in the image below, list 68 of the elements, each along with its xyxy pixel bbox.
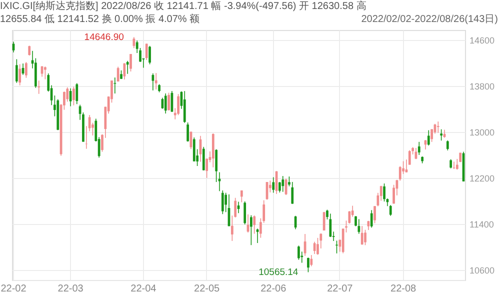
candlestick bbox=[298, 245, 300, 260]
y-tick-label: 11400 bbox=[470, 220, 494, 230]
x-tick-label: 22-07 bbox=[327, 284, 354, 293]
candlestick bbox=[291, 182, 294, 204]
x-tick-label: 22-05 bbox=[194, 284, 220, 293]
candlestick bbox=[15, 58, 18, 84]
candlestick bbox=[336, 240, 338, 254]
x-tick-label: 22-04 bbox=[130, 284, 157, 293]
candlestick bbox=[116, 66, 120, 82]
candlestick bbox=[130, 54, 132, 72]
candlestick bbox=[148, 46, 151, 65]
candlestick bbox=[123, 62, 126, 80]
candlestick bbox=[28, 45, 31, 56]
annotation: 10565.14 bbox=[258, 267, 298, 278]
candlestick bbox=[310, 254, 313, 267]
candlestick bbox=[177, 94, 180, 116]
y-tick-label: 12200 bbox=[470, 174, 495, 184]
annotation: 14646.90 bbox=[84, 32, 124, 44]
candlestick bbox=[24, 62, 28, 78]
x-tick-label: 22-02 bbox=[0, 284, 27, 293]
candlestick bbox=[282, 176, 284, 192]
y-tick-label: 13000 bbox=[470, 127, 495, 138]
candlestick bbox=[183, 90, 186, 124]
candlestick bbox=[145, 43, 148, 60]
candlestick bbox=[186, 122, 189, 142]
candlestick bbox=[446, 140, 449, 151]
candlestick bbox=[18, 64, 22, 86]
y-tick-label: 13800 bbox=[470, 81, 495, 92]
candlestick bbox=[154, 72, 158, 90]
candlestick bbox=[192, 137, 196, 162]
candlestick bbox=[164, 93, 167, 114]
candlestick bbox=[132, 36, 136, 49]
candlestick bbox=[383, 183, 386, 202]
candlestick bbox=[250, 214, 252, 246]
candlestick bbox=[215, 148, 218, 182]
candlestick bbox=[427, 130, 430, 146]
candlestick bbox=[436, 121, 440, 134]
candlestick bbox=[418, 141, 420, 156]
candlestick bbox=[224, 192, 228, 213]
candlestick bbox=[272, 176, 275, 194]
candlestick bbox=[360, 226, 364, 246]
y-tick-label: 14600 bbox=[470, 35, 495, 46]
candlestick bbox=[392, 184, 395, 204]
x-tick-label: 22-03 bbox=[58, 284, 84, 293]
candlestick bbox=[244, 200, 246, 225]
candlestick bbox=[389, 204, 392, 216]
candlestick bbox=[307, 257, 310, 273]
chart-subtitle: 2022/02/02-2022/08/26(143日) bbox=[361, 14, 498, 25]
x-tick-label: 22-08 bbox=[390, 284, 417, 293]
x-tick-label: 22-06 bbox=[260, 284, 287, 293]
candlestick bbox=[364, 229, 366, 246]
candlestick bbox=[221, 190, 224, 214]
candlestick bbox=[168, 92, 170, 111]
y-tick-label: 10600 bbox=[470, 266, 495, 276]
candlestick bbox=[358, 218, 360, 234]
candlestick bbox=[44, 66, 46, 80]
candlestick bbox=[450, 158, 452, 169]
candlestick bbox=[440, 128, 442, 141]
candlestick bbox=[126, 60, 129, 74]
candlestick bbox=[38, 80, 40, 94]
candlestick bbox=[316, 237, 319, 256]
candlestick bbox=[76, 82, 78, 105]
candlestick bbox=[408, 150, 411, 166]
candlestick bbox=[370, 210, 373, 228]
candlestick bbox=[202, 146, 205, 171]
candlestick bbox=[253, 215, 256, 234]
candlestick bbox=[329, 213, 332, 238]
candlestick bbox=[72, 86, 75, 106]
